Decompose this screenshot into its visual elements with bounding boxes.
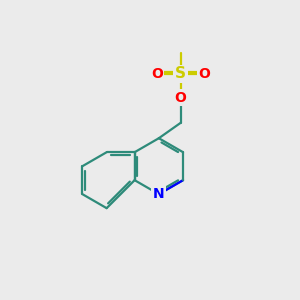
Text: O: O <box>175 91 187 105</box>
Text: N: N <box>153 187 165 201</box>
Text: O: O <box>151 67 163 81</box>
Text: O: O <box>199 67 210 81</box>
Text: S: S <box>175 66 186 81</box>
